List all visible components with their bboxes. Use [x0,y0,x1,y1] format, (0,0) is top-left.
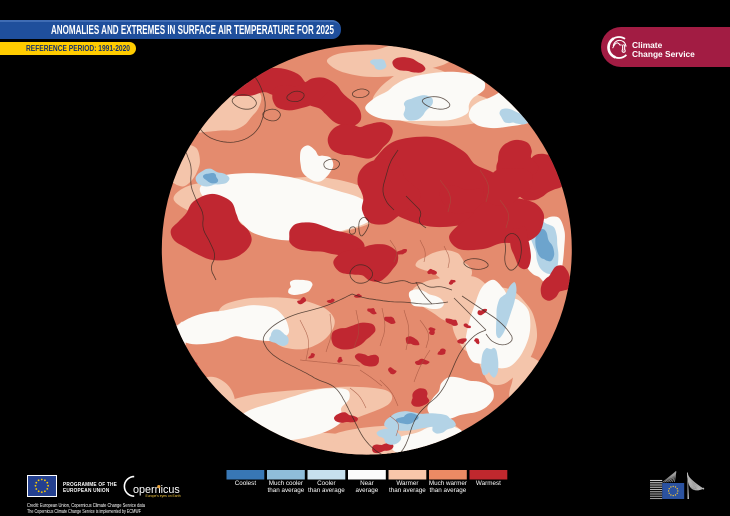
svg-text:Europe's eyes on Earth: Europe's eyes on Earth [146,494,181,498]
svg-text:opernicus: opernicus [133,484,180,496]
